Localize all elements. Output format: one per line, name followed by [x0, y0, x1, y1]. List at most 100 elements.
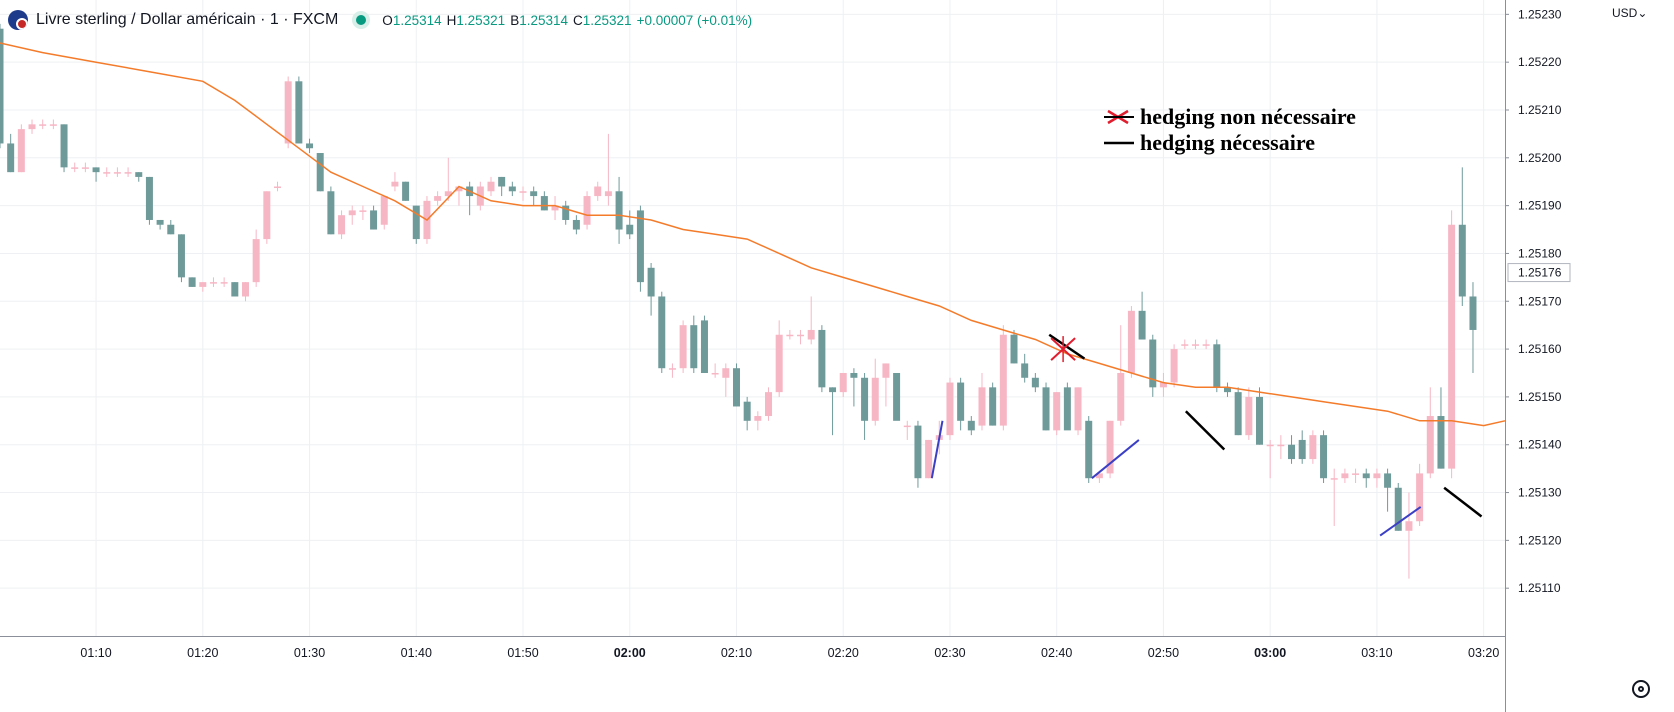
candle-body — [487, 181, 495, 192]
y-tick-label: 1.25200 — [1518, 151, 1562, 165]
candle-body — [1416, 473, 1424, 522]
candle-body — [1085, 420, 1093, 479]
currency-pair-flag-icon — [8, 10, 28, 30]
symbol-title[interactable]: Livre sterling / Dollar américain · 1 · … — [36, 11, 339, 28]
candle-body — [989, 387, 997, 426]
candle-body — [967, 420, 975, 431]
x-tick-label: 02:20 — [828, 646, 859, 660]
candle-body — [306, 143, 314, 149]
candle-body — [722, 368, 730, 378]
candle-body — [39, 124, 47, 126]
candle-body — [1095, 473, 1103, 479]
candle-body — [1298, 439, 1306, 460]
candle-body — [1127, 310, 1135, 373]
candle-body — [444, 191, 452, 197]
blue-annotation-line — [930, 420, 944, 479]
candle-body — [209, 282, 217, 284]
candle-body — [1074, 387, 1082, 431]
candles-group — [0, 23, 1477, 579]
gear-icon[interactable] — [1632, 680, 1650, 698]
candle-body — [17, 129, 25, 173]
x-tick-label: 03:00 — [1254, 646, 1286, 660]
candle-body — [391, 181, 399, 187]
candle-body — [786, 334, 794, 337]
candle-body — [402, 181, 410, 201]
candle-body — [252, 239, 260, 283]
close-label: C — [573, 12, 583, 28]
candle-body — [71, 167, 79, 169]
candle-body — [1448, 224, 1456, 469]
candle-body — [583, 196, 591, 225]
candle-body — [1191, 344, 1199, 346]
candle-body — [1117, 372, 1125, 421]
candle-body — [508, 186, 516, 192]
candle-body — [1373, 473, 1381, 479]
candle-body — [978, 387, 986, 426]
candle-body — [1149, 339, 1157, 388]
x-tick-label: 02:40 — [1041, 646, 1072, 660]
candle-body — [530, 191, 538, 197]
candle-body — [1437, 416, 1445, 469]
candle-body — [732, 368, 740, 407]
annotation-legend: hedging non nécessaire hedging nécessair… — [1100, 104, 1356, 156]
candle-body — [1384, 473, 1392, 488]
candle-body — [647, 267, 655, 297]
candle-body — [1352, 473, 1360, 475]
candle-body — [690, 325, 698, 369]
candle-body — [1181, 344, 1189, 346]
x-tick-label: 01:40 — [401, 646, 432, 660]
candle-body — [338, 215, 346, 235]
change-value: +0.00007 (+0.01%) — [636, 12, 753, 28]
x-tick-label: 01:10 — [80, 646, 111, 660]
open-value: 1.25314 — [392, 12, 442, 28]
candle-body — [434, 196, 442, 201]
candle-body — [103, 172, 111, 174]
candle-body — [957, 382, 965, 421]
y-tick-label: 1.25150 — [1518, 390, 1562, 404]
y-tick-label: 1.25130 — [1518, 486, 1562, 500]
black-annotation-line — [1184, 410, 1226, 451]
candle-body — [220, 282, 228, 284]
high-label: H — [446, 12, 457, 28]
low-label: B — [510, 12, 520, 28]
blue-annotation-line — [1091, 439, 1140, 479]
candle-body — [145, 176, 153, 220]
current-price-label: 1.25176 — [1518, 266, 1562, 280]
candle-body — [1256, 396, 1264, 445]
x-tick-label: 01:20 — [187, 646, 218, 660]
blue-annotation-line — [1379, 506, 1422, 537]
candle-body — [925, 439, 933, 479]
candle-body — [156, 219, 164, 225]
legend-label: hedging non nécessaire — [1140, 104, 1356, 129]
price-axis-bg — [1505, 0, 1674, 712]
chevron-down-icon: ⌄ — [1637, 6, 1648, 20]
candle-body — [1202, 344, 1210, 346]
candle-body — [113, 172, 121, 174]
candle-body — [572, 219, 580, 230]
candle-body — [1405, 521, 1413, 531]
candle-body — [1213, 344, 1221, 388]
legend-item-necessaire: hedging nécessaire — [1100, 130, 1356, 156]
candle-body — [455, 186, 463, 192]
candle-body — [519, 191, 527, 193]
candle-body — [1426, 416, 1434, 474]
candle-body — [274, 186, 282, 188]
open-label: O — [382, 12, 393, 28]
candle-body — [999, 334, 1007, 426]
candle-body — [284, 81, 292, 144]
currency-selector[interactable]: USD⌄ — [1612, 6, 1647, 20]
market-open-status-icon — [356, 15, 367, 25]
candle-body — [839, 372, 847, 393]
candle-body — [1159, 382, 1167, 388]
candle-body — [359, 210, 367, 212]
candle-body — [28, 124, 36, 130]
candle-body — [1234, 392, 1242, 436]
current-price-box — [1507, 263, 1571, 283]
candle-body — [540, 196, 548, 211]
x-tick-label: 02:00 — [614, 646, 646, 660]
candle-body — [604, 191, 612, 197]
candle-body — [177, 234, 185, 278]
y-tick-label: 1.25180 — [1518, 246, 1562, 260]
